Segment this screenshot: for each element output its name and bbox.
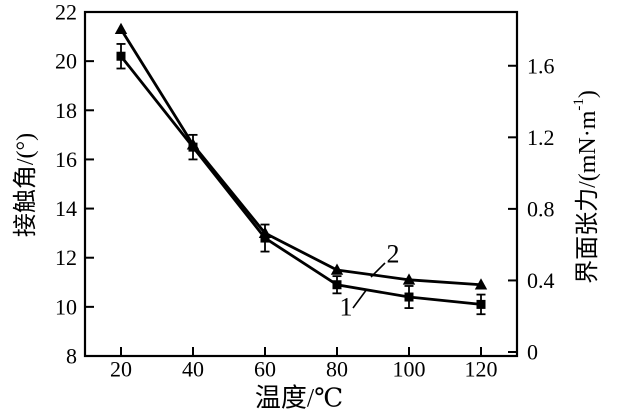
data-series-group <box>114 22 488 316</box>
y-left-tick-label: 16 <box>55 147 77 172</box>
series-2-marker-triangle <box>474 278 488 290</box>
x-tick-label: 120 <box>465 357 498 382</box>
y-right-tick-label: 1.2 <box>527 125 555 150</box>
series-2-label: 2 <box>387 240 400 269</box>
series-2-marker-triangle <box>114 22 128 34</box>
y-right-tick-label: 0.8 <box>527 196 555 221</box>
series-1-marker-square <box>404 292 414 302</box>
series-2-marker-triangle <box>186 138 200 150</box>
series-1-marker-square <box>332 280 342 290</box>
series-1-leader-line <box>352 288 368 309</box>
y-left-axis-label: 接触角/(°) <box>12 133 39 237</box>
series-2-line <box>119 28 482 287</box>
y-left-tick-label: 18 <box>55 98 77 123</box>
x-tick-label: 40 <box>182 357 204 382</box>
y-left-tick-label: 14 <box>55 196 77 221</box>
x-tick-label: 20 <box>110 357 132 382</box>
plot-frame-group <box>83 10 519 358</box>
series-1-label: 1 <box>340 293 353 322</box>
series-1-marker-square <box>116 51 126 61</box>
y-right-tick-label: 0.4 <box>527 268 555 293</box>
y-left-tick-label: 10 <box>55 294 77 319</box>
y-left-tick-label: 12 <box>55 245 77 270</box>
series-2-marker-triangle <box>402 273 416 285</box>
x-tick-label: 80 <box>326 357 348 382</box>
series-2-leader-line <box>370 262 386 278</box>
series-annotations-group: 12 <box>340 240 400 322</box>
series-1-marker-square <box>476 299 486 309</box>
x-tick-label: 60 <box>254 357 276 382</box>
y-left-tick-label: 20 <box>55 49 77 74</box>
y-right-axis-label: 界面张力/(mN·m-1) <box>571 90 601 284</box>
series-2-marker-triangle <box>258 226 272 238</box>
plot-frame <box>83 10 519 358</box>
y-left-tick-label: 22 <box>55 0 77 25</box>
series-1-line <box>119 55 482 306</box>
series-1-marker-square <box>260 233 270 243</box>
y-right-tick-label: 0 <box>527 340 538 365</box>
x-axis-label: 温度/℃ <box>255 384 343 413</box>
axis-ticks-group: 20 40 60 80 100 12081012141618202200.40.81.21… <box>55 0 555 382</box>
x-tick-label: 100 <box>393 357 426 382</box>
y-right-tick-label: 1.6 <box>527 53 555 78</box>
series-2-marker-triangle <box>330 263 344 275</box>
y-left-tick-label: 8 <box>66 344 77 369</box>
